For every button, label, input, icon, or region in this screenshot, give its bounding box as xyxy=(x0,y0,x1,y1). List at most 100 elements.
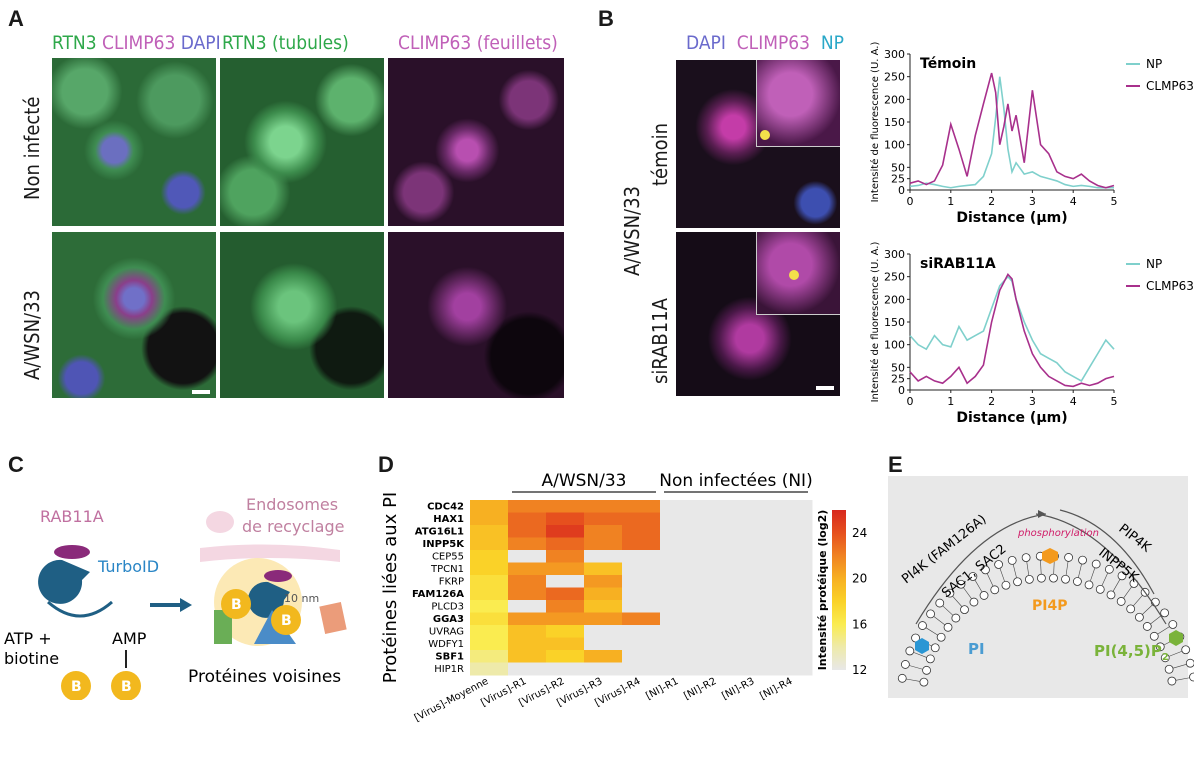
pi-headgroup xyxy=(915,638,929,654)
heatmap-cell xyxy=(584,512,623,526)
heatmap-cell xyxy=(546,637,585,651)
heatmap-cell xyxy=(698,662,737,676)
column-header-part: RTN3 xyxy=(52,32,97,54)
colorbar-tick: 12 xyxy=(852,663,867,677)
lipid-head xyxy=(969,597,979,607)
heatmap-cell xyxy=(508,662,547,676)
x-tick-label: 1 xyxy=(947,395,954,408)
lipid-tail xyxy=(999,568,1005,582)
heatmap-cell xyxy=(622,525,661,538)
heatmap-cell xyxy=(660,612,699,626)
heatmap-cell xyxy=(546,525,585,538)
y-tick-label: 200 xyxy=(884,293,905,306)
lipid-tail xyxy=(963,587,972,600)
colorbar-tick: 16 xyxy=(852,617,867,631)
heatmap-cell xyxy=(508,512,547,526)
panel-b-label: B xyxy=(598,6,614,31)
row-label: UVRAG xyxy=(429,627,464,638)
column-header-part: NP xyxy=(810,32,844,54)
heatmap-cell xyxy=(736,537,775,551)
heatmap-cell xyxy=(660,525,699,538)
y-axis-label: Intensité de fluorescence (U. A.) xyxy=(869,242,881,403)
lipid-tail xyxy=(1157,626,1170,635)
heatmap-cell xyxy=(736,525,775,538)
lipid-tail xyxy=(1168,650,1183,657)
lipid-tail xyxy=(1065,561,1069,576)
heatmap-cell xyxy=(622,500,661,513)
heatmap-cell xyxy=(774,500,813,513)
heatmap-cell xyxy=(660,587,699,601)
lipid-head xyxy=(936,632,946,642)
lipid-head xyxy=(1185,658,1194,668)
lipid-head xyxy=(1126,604,1136,614)
lipid-head xyxy=(1073,577,1082,586)
svg-text:Endosomes: Endosomes xyxy=(246,495,338,514)
heatmap-cell xyxy=(698,512,737,526)
heatmap-cell xyxy=(584,587,623,601)
lipid-head xyxy=(1078,555,1087,565)
heatmap-cell xyxy=(622,575,661,588)
heatmap-cell xyxy=(470,637,509,651)
heatmap-cell xyxy=(622,550,661,563)
svg-text:de recyclage: de recyclage xyxy=(242,517,344,536)
panel-e-frame xyxy=(888,476,1188,698)
amp-label: AMP xyxy=(112,629,147,648)
lipid-tail xyxy=(925,627,938,636)
heatmap-cell xyxy=(470,662,509,676)
lipid-tail xyxy=(1175,677,1190,681)
y-tick-label: 0 xyxy=(898,184,905,197)
scale-bar-b xyxy=(816,386,834,390)
heatmap-cell xyxy=(470,550,509,563)
column-label: [NI]-R1 xyxy=(644,676,680,702)
row-label: ATG16L1 xyxy=(415,527,464,538)
row-label: GGA3 xyxy=(433,614,464,625)
heatmap-cell xyxy=(774,512,813,526)
heatmap-cell xyxy=(470,600,509,613)
heatmap-cell xyxy=(546,512,585,526)
svg-text:phosphorylation: phosphorylation xyxy=(1017,528,1099,539)
heatmap-cell xyxy=(698,562,737,576)
lipid-head xyxy=(968,572,978,581)
lipid-head xyxy=(1061,574,1070,584)
heatmap-cell xyxy=(660,637,699,651)
heatmap-cell xyxy=(698,612,737,626)
heatmap-cell xyxy=(736,550,775,563)
heatmap-cell xyxy=(622,600,661,613)
heatmap-cell xyxy=(584,662,623,676)
heatmap-cell xyxy=(622,637,661,651)
heatmap-cell xyxy=(546,537,585,551)
heatmap-cell xyxy=(660,500,699,513)
lipid-head xyxy=(990,585,1000,595)
lipid-tail xyxy=(1112,579,1121,592)
y-axis-label: Intensité de fluorescence (U. A.) xyxy=(869,42,881,203)
column-label: [NI]-R3 xyxy=(720,676,756,702)
x-tick-label: 0 xyxy=(907,395,914,408)
heatmap-cell xyxy=(584,650,623,663)
legend-label: NP xyxy=(1146,257,1162,271)
y-tick-label: 250 xyxy=(884,71,905,84)
heatmap-cell xyxy=(774,600,813,613)
row-label: TPCN1 xyxy=(430,564,464,575)
row-label-uninfected: Non infecté xyxy=(20,96,44,200)
heatmap-cell xyxy=(584,637,623,651)
heatmap-cell xyxy=(508,575,547,588)
heatmap-cell xyxy=(736,600,775,613)
lipid-head xyxy=(956,579,966,589)
lipid-head xyxy=(1091,559,1101,569)
heatmap-cell xyxy=(508,500,547,513)
column-header-part: RTN3 (tubules) xyxy=(222,32,349,54)
heatmap-cell xyxy=(508,537,547,551)
column-header-part: DAPI xyxy=(175,32,221,54)
heatmap-cell xyxy=(584,600,623,613)
svg-text:B: B xyxy=(231,597,242,613)
heatmap-cell xyxy=(698,537,737,551)
heatmap-cell xyxy=(546,650,585,663)
y-tick-label: 50 xyxy=(891,361,905,374)
heatmap-cell xyxy=(546,600,585,613)
column-header: RTN3 (tubules) xyxy=(222,32,349,54)
heatmap-cell xyxy=(546,575,585,588)
y-tick-label: 300 xyxy=(884,48,905,61)
lipid-tail xyxy=(933,616,946,626)
neighbor-proteins-label: Protéines voisines xyxy=(188,667,341,687)
series-line-clmp63 xyxy=(909,72,1115,189)
